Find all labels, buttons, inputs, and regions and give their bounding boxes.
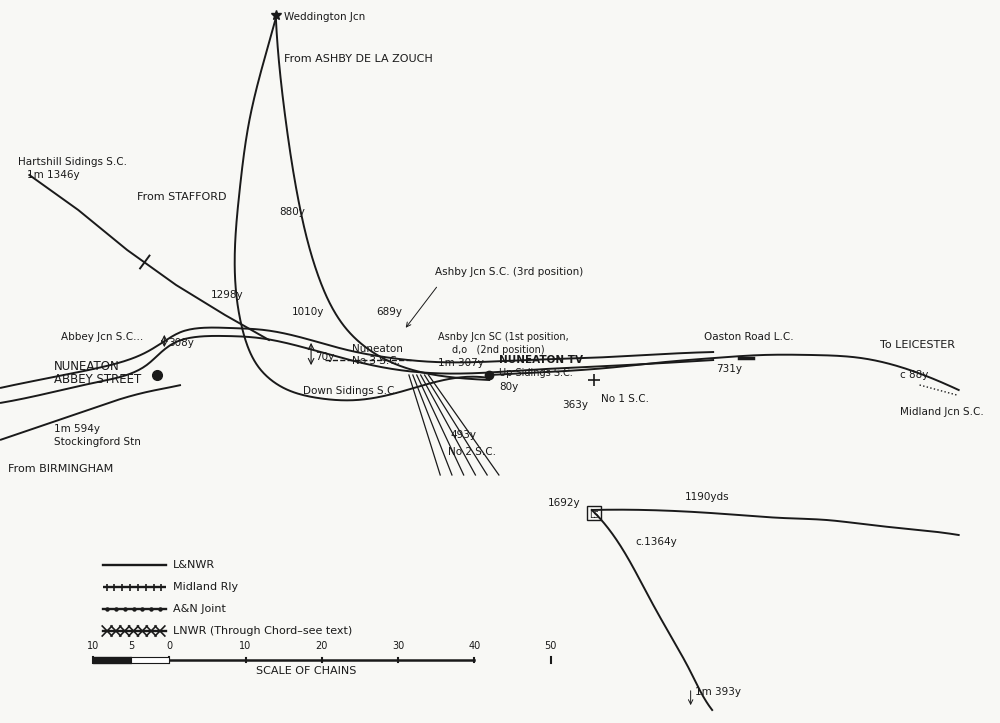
Text: Stockingford Stn: Stockingford Stn [54,437,141,447]
Text: LS: LS [589,511,599,520]
Text: 20: 20 [316,641,328,651]
Text: 10: 10 [87,641,99,651]
Text: ABBEY STREET: ABBEY STREET [54,373,141,386]
Text: Oaston Road L.C.: Oaston Road L.C. [704,332,794,342]
Text: Down Sidings S.C.: Down Sidings S.C. [303,386,398,396]
Text: Hartshill Sidings S.C.: Hartshill Sidings S.C. [18,157,127,167]
Text: No 3 S.C.: No 3 S.C. [352,356,400,366]
Text: 308y: 308y [168,338,194,348]
Text: SCALE OF CHAINS: SCALE OF CHAINS [256,666,357,676]
Text: LNWR (Through Chord–see text): LNWR (Through Chord–see text) [173,626,352,636]
Text: 80y: 80y [499,382,518,392]
Text: 1692y: 1692y [548,498,580,508]
Text: 1m 1346y: 1m 1346y [27,170,80,180]
Text: Up Sidings S.C.: Up Sidings S.C. [499,368,573,378]
Text: 5: 5 [128,641,134,651]
Text: NUNEATON: NUNEATON [54,360,120,373]
Bar [587,506,601,520]
Text: 363y: 363y [562,400,588,410]
Text: 689y: 689y [377,307,403,317]
Text: d,o   (2nd position): d,o (2nd position) [452,345,545,355]
Text: From BIRMINGHAM: From BIRMINGHAM [8,464,113,474]
Text: Nuneaton: Nuneaton [352,344,403,354]
Text: From STAFFORD: From STAFFORD [137,192,226,202]
Text: Abbey Jcn S.C...: Abbey Jcn S.C... [61,332,143,342]
Text: c.1364y: c.1364y [636,537,678,547]
Text: 1190yds: 1190yds [685,492,729,502]
Text: Midland Rly: Midland Rly [173,582,238,592]
Text: 493y: 493y [450,430,476,440]
Text: Ashby Jcn S.C. (3rd position): Ashby Jcn S.C. (3rd position) [435,267,584,277]
Text: Midland Jcn S.C.: Midland Jcn S.C. [900,407,984,417]
Text: No 1 S.C.: No 1 S.C. [601,394,649,404]
Text: A&N Joint: A&N Joint [173,604,226,614]
Text: 0: 0 [166,641,172,651]
Text: Asnby Jcn SC (1st position,: Asnby Jcn SC (1st position, [438,332,569,342]
Text: 40: 40 [468,641,481,651]
Text: 50: 50 [545,641,557,651]
Text: 30: 30 [392,641,404,651]
Text: 1m 393y: 1m 393y [695,687,741,697]
Text: 880y: 880y [279,207,305,217]
Text: Weddington Jcn: Weddington Jcn [284,12,365,22]
Text: From ASHBY DE LA ZOUCH: From ASHBY DE LA ZOUCH [284,54,432,64]
Text: L&NWR: L&NWR [173,560,215,570]
Text: 1m 307y: 1m 307y [438,358,484,368]
Text: 1010y: 1010y [292,307,324,317]
Text: NUNEATON TV: NUNEATON TV [499,355,583,365]
Text: To LEICESTER: To LEICESTER [880,340,955,350]
Text: 70y: 70y [315,352,334,362]
Text: 1298y: 1298y [210,290,243,300]
Text: 1m 594y: 1m 594y [54,424,100,434]
Text: 731y: 731y [716,364,742,374]
Text: 10: 10 [239,641,252,651]
Text: c 88y: c 88y [900,370,928,380]
Text: No 2 S.C.: No 2 S.C. [448,447,496,457]
